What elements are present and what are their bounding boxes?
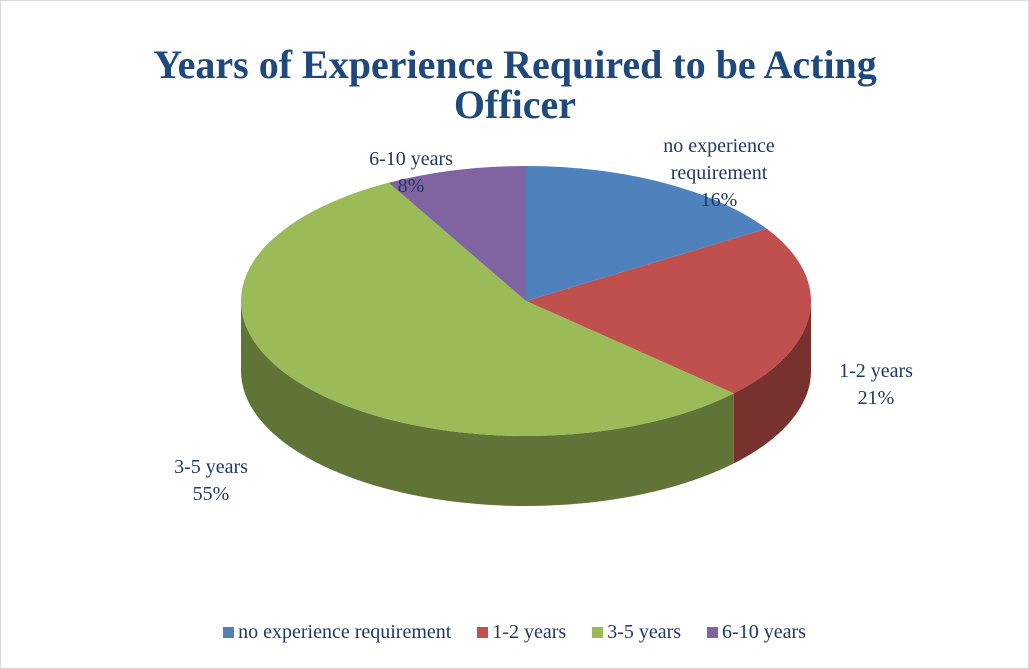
chart-title: Years of Experience Required to be Actin…	[153, 42, 877, 127]
data-label-category: 6-10 years	[369, 148, 453, 170]
slice-side-shade	[241, 301, 734, 506]
data-label-category: no experience requirement	[663, 135, 775, 184]
legend-item: 1-2 years	[477, 621, 566, 644]
legend-swatch	[223, 627, 235, 638]
slice-side	[241, 301, 734, 506]
data-label: 1-2 years 21%	[806, 358, 946, 412]
legend-swatch	[592, 627, 604, 638]
legend-item: 6-10 years	[707, 621, 806, 644]
data-label-value: 21%	[857, 387, 895, 409]
slice-side	[733, 301, 812, 464]
data-label-value: 16%	[700, 189, 738, 211]
legend-label: no experience requirement	[238, 621, 452, 643]
legend-label: 6-10 years	[722, 621, 806, 643]
slice	[526, 228, 811, 394]
legend-item: no experience requirement	[223, 621, 451, 644]
data-label-value: 8%	[397, 175, 425, 197]
legend-swatch	[707, 627, 719, 638]
data-label: no experience requirement 16%	[644, 133, 794, 214]
data-label: 6-10 years 8%	[341, 146, 481, 200]
data-label-category: 1-2 years	[839, 360, 913, 382]
slice	[526, 166, 767, 301]
slice	[388, 166, 526, 301]
slice	[240, 182, 734, 437]
legend-label: 1-2 years	[492, 621, 567, 643]
legend-label: 3-5 years	[607, 621, 682, 643]
legend: no experience requirement 1-2 years 3-5 ye…	[1, 621, 1028, 644]
legend-swatch	[477, 627, 489, 638]
legend-item: 3-5 years	[592, 621, 681, 644]
data-label: 3-5 years 55%	[141, 454, 281, 508]
slice-side-shade	[733, 301, 812, 464]
data-label-category: 3-5 years	[174, 456, 248, 478]
data-label-value: 55%	[192, 483, 230, 505]
